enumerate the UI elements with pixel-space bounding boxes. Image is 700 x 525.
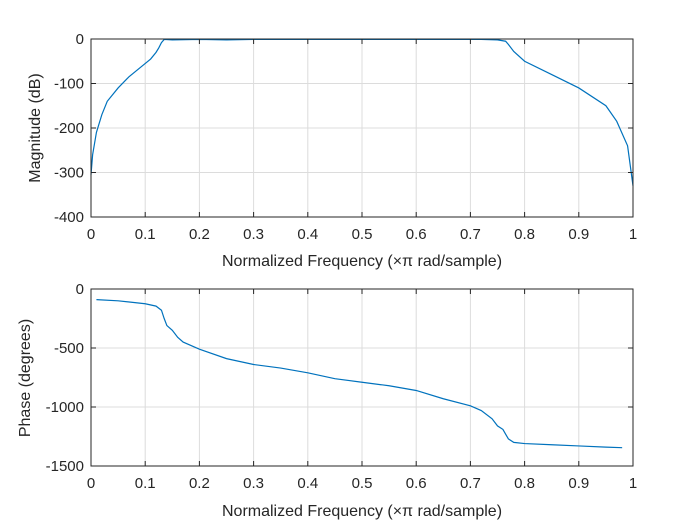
phase-y-tick-label: 0 xyxy=(76,281,84,298)
phase-tick-marks xyxy=(90,288,634,467)
magnitude-tick-marks xyxy=(90,38,634,218)
phase-tick-labels: 0 0.1 0.2 0.3 0.4 0.5 0.6 0.7 0.8 0.9 1 0 -500 -1000 -… xyxy=(46,281,638,492)
magnitude-y-tick-label: 0 xyxy=(76,31,84,48)
magnitude-y-axis-label: Magnitude (dB) xyxy=(27,73,44,182)
phase-y-tick-label: -1000 xyxy=(46,399,84,416)
phase-x-tick-label: 0.7 xyxy=(460,475,481,492)
magnitude-y-tick-label: -200 xyxy=(54,120,84,137)
magnitude-y-tick-label: -300 xyxy=(54,165,84,182)
phase-x-tick-label: 1 xyxy=(629,475,637,492)
phase-x-tick-label: 0.6 xyxy=(406,475,427,492)
magnitude-y-tick-label: -100 xyxy=(54,76,84,93)
magnitude-plot: 0 0.1 0.2 0.3 0.4 0.5 0.6 0.7 0.8 0.9 1 0 -100 -200 -3… xyxy=(27,31,637,270)
magnitude-x-tick-label: 0 xyxy=(87,226,95,243)
phase-x-tick-label: 0.9 xyxy=(568,475,589,492)
magnitude-tick-labels: 0 0.1 0.2 0.3 0.4 0.5 0.6 0.7 0.8 0.9 1 0 -100 -200 -3… xyxy=(54,31,637,243)
magnitude-x-tick-label: 0.7 xyxy=(460,226,481,243)
phase-curves xyxy=(96,299,623,449)
phase-y-tick-label: -500 xyxy=(54,340,84,357)
phase-x-axis-label: Normalized Frequency (×π rad/sample) xyxy=(222,503,502,520)
phase-y-tick-label: -1500 xyxy=(46,458,84,475)
magnitude-x-tick-label: 0.9 xyxy=(568,226,589,243)
magnitude-x-tick-label: 0.4 xyxy=(297,226,318,243)
phase-x-tick-label: 0.3 xyxy=(243,475,264,492)
phase-x-tick-label: 0.5 xyxy=(352,475,373,492)
magnitude-x-tick-label: 0.8 xyxy=(514,226,535,243)
phase-response-line xyxy=(96,299,623,449)
magnitude-x-tick-label: 0.1 xyxy=(135,226,156,243)
phase-x-tick-label: 0.8 xyxy=(514,475,535,492)
phase-x-tick-label: 0 xyxy=(87,475,95,492)
magnitude-x-tick-label: 0.6 xyxy=(406,226,427,243)
phase-y-axis-label: Phase (degrees) xyxy=(17,319,34,437)
magnitude-x-axis-label: Normalized Frequency (×π rad/sample) xyxy=(222,253,502,270)
magnitude-x-tick-label: 0.2 xyxy=(189,226,210,243)
magnitude-x-tick-label: 0.3 xyxy=(243,226,264,243)
phase-x-tick-label: 0.4 xyxy=(297,475,318,492)
phase-plot: 0 0.1 0.2 0.3 0.4 0.5 0.6 0.7 0.8 0.9 1 0 -500 -1000 -… xyxy=(17,281,637,520)
phase-x-tick-label: 0.1 xyxy=(135,475,156,492)
magnitude-x-tick-label: 1 xyxy=(629,226,637,243)
magnitude-y-tick-label: -400 xyxy=(54,209,84,226)
phase-x-tick-label: 0.2 xyxy=(189,475,210,492)
magnitude-x-tick-label: 0.5 xyxy=(352,226,373,243)
